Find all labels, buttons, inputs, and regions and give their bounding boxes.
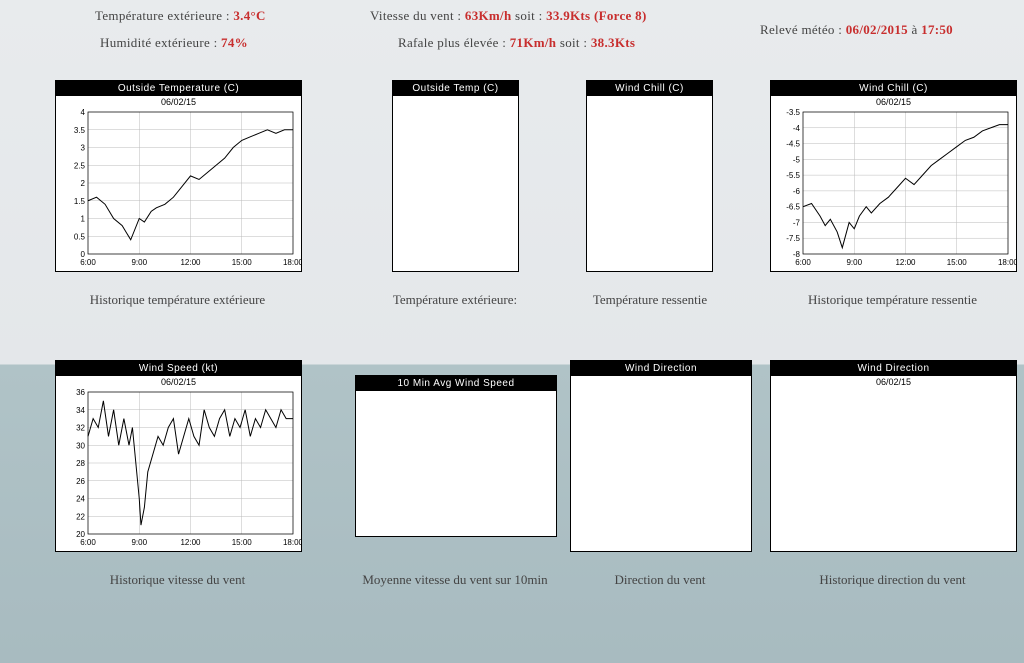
panel-wind-speed-gauge: 10 Min Avg Wind Speed xyxy=(355,375,557,537)
temp-label: Température extérieure : 3.4°C xyxy=(95,8,266,24)
caption-wind-speed-gauge: Moyenne vitesse du vent sur 10min xyxy=(330,572,580,588)
thermometer xyxy=(393,96,518,271)
svg-text:-6: -6 xyxy=(793,187,801,196)
svg-text:9:00: 9:00 xyxy=(131,538,147,547)
svg-text:12:00: 12:00 xyxy=(180,258,201,267)
panel-title: Wind Chill (C) xyxy=(771,81,1016,96)
panel-title: Outside Temperature (C) xyxy=(56,81,301,96)
caption-outside-temp-thermo: Température extérieure: xyxy=(370,292,540,308)
panel-title: Outside Temp (C) xyxy=(393,81,518,96)
panel-date: 06/02/15 xyxy=(771,97,1016,107)
caption-wind-direction: Direction du vent xyxy=(570,572,750,588)
reading-label: Relevé météo : 06/02/2015 à 17:50 xyxy=(760,22,953,38)
svg-text:6:00: 6:00 xyxy=(80,258,96,267)
svg-text:-4: -4 xyxy=(793,124,801,133)
panel-date: 06/02/15 xyxy=(56,377,301,387)
svg-text:12:00: 12:00 xyxy=(895,258,916,267)
svg-text:28: 28 xyxy=(76,459,85,468)
svg-text:-7: -7 xyxy=(793,218,801,227)
svg-text:1.5: 1.5 xyxy=(74,197,86,206)
svg-text:6:00: 6:00 xyxy=(80,538,96,547)
svg-text:15:00: 15:00 xyxy=(947,258,968,267)
svg-text:-3.5: -3.5 xyxy=(786,108,800,117)
panel-title: Wind Direction xyxy=(771,361,1016,376)
panel-wind-chill-history: Wind Chill (C) 06/02/15 -8-7.5-7-6.5-6-5… xyxy=(770,80,1017,272)
panel-wind-direction-history: Wind Direction 06/02/15 xyxy=(770,360,1017,552)
svg-text:-5.5: -5.5 xyxy=(786,171,800,180)
svg-text:-6.5: -6.5 xyxy=(786,203,800,212)
svg-text:18:00: 18:00 xyxy=(998,258,1016,267)
svg-text:0.5: 0.5 xyxy=(74,232,86,241)
svg-text:-5: -5 xyxy=(793,155,801,164)
svg-text:18:00: 18:00 xyxy=(283,538,301,547)
svg-text:32: 32 xyxy=(76,424,85,433)
caption-wind-chill-thermo: Température ressentie xyxy=(565,292,735,308)
caption-wind-chill-history: Historique température ressentie xyxy=(770,292,1015,308)
thermometer xyxy=(587,96,712,271)
wind-speed-label: Vitesse du vent : 63Km/h soit : 33.9Kts … xyxy=(370,8,647,24)
svg-text:24: 24 xyxy=(76,495,85,504)
caption-outside-temp-history: Historique température extérieure xyxy=(55,292,300,308)
panel-date: 06/02/15 xyxy=(771,377,1016,387)
svg-text:34: 34 xyxy=(76,406,85,415)
svg-text:3.5: 3.5 xyxy=(74,126,86,135)
panel-outside-temp-history: Outside Temperature (C) 06/02/15 00.511.… xyxy=(55,80,302,272)
humidity-label: Humidité extérieure : 74% xyxy=(100,35,248,51)
compass xyxy=(571,376,751,551)
panel-date: 06/02/15 xyxy=(56,97,301,107)
svg-text:6:00: 6:00 xyxy=(795,258,811,267)
svg-text:30: 30 xyxy=(76,441,85,450)
line-chart xyxy=(771,387,1016,552)
svg-text:1: 1 xyxy=(81,215,86,224)
panel-title: 10 Min Avg Wind Speed xyxy=(356,376,556,391)
svg-text:9:00: 9:00 xyxy=(131,258,147,267)
panel-wind-speed-history: Wind Speed (kt) 06/02/15 202224262830323… xyxy=(55,360,302,552)
svg-text:2.5: 2.5 xyxy=(74,161,86,170)
line-chart: -8-7.5-7-6.5-6-5.5-5-4.5-4-3.56:009:0012… xyxy=(771,107,1016,272)
svg-text:22: 22 xyxy=(76,512,85,521)
svg-text:36: 36 xyxy=(76,388,85,397)
panel-title: Wind Chill (C) xyxy=(587,81,712,96)
svg-text:9:00: 9:00 xyxy=(846,258,862,267)
gauge xyxy=(356,391,556,536)
svg-text:-7.5: -7.5 xyxy=(786,234,800,243)
panel-title: Wind Speed (kt) xyxy=(56,361,301,376)
panel-wind-chill-thermo: Wind Chill (C) xyxy=(586,80,713,272)
line-chart: 00.511.522.533.546:009:0012:0015:0018:00 xyxy=(56,107,301,272)
caption-wind-speed-history: Historique vitesse du vent xyxy=(55,572,300,588)
svg-text:15:00: 15:00 xyxy=(232,538,253,547)
svg-text:12:00: 12:00 xyxy=(180,538,201,547)
gust-label: Rafale plus élevée : 71Km/h soit : 38.3K… xyxy=(398,35,635,51)
line-chart: 2022242628303234366:009:0012:0015:0018:0… xyxy=(56,387,301,552)
svg-text:15:00: 15:00 xyxy=(232,258,253,267)
svg-text:4: 4 xyxy=(81,108,86,117)
svg-text:3: 3 xyxy=(81,144,86,153)
svg-text:26: 26 xyxy=(76,477,85,486)
svg-text:2: 2 xyxy=(81,179,86,188)
svg-text:18:00: 18:00 xyxy=(283,258,301,267)
panel-outside-temp-thermo: Outside Temp (C) xyxy=(392,80,519,272)
caption-wind-direction-history: Historique direction du vent xyxy=(770,572,1015,588)
panel-wind-direction: Wind Direction xyxy=(570,360,752,552)
svg-text:-4.5: -4.5 xyxy=(786,140,800,149)
panel-title: Wind Direction xyxy=(571,361,751,376)
